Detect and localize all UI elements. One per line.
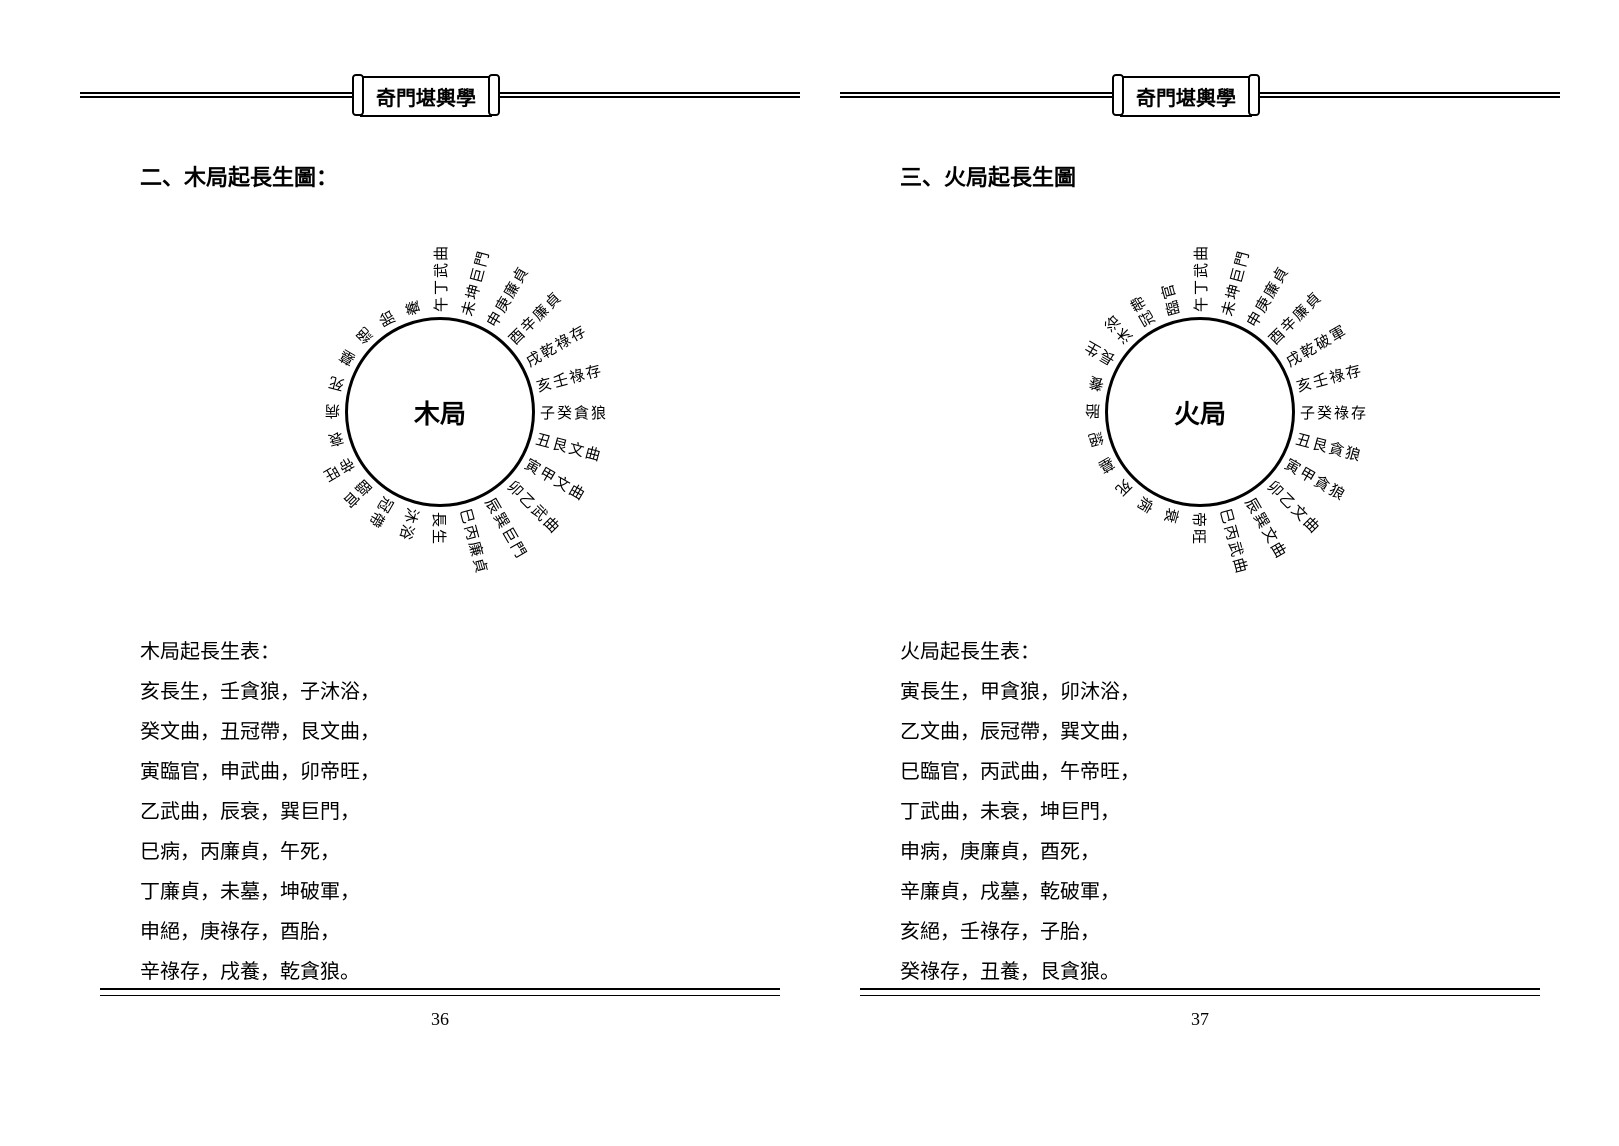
spoke-label: 養: [400, 296, 425, 318]
table-row: 亥長生，壬貪狼，子沐浴，: [140, 672, 800, 712]
table-row: 丁廉貞，未墓，坤破軍，: [140, 872, 800, 912]
table-title: 火局起長生表：: [900, 632, 1560, 672]
footer-rule-thin: [860, 995, 1540, 996]
spoke: 胎: [1000, 411, 1200, 412]
spoke-label: 臨官: [1156, 280, 1185, 318]
wood-cycle-diagram: 木局 午丁武曲未坤巨門申庚廉貞酉辛廉貞戌乾祿存亥壬祿存子癸貪狼丑艮文曲寅甲文曲卯…: [240, 212, 640, 612]
table-row: 亥絕，壬祿存，子胎，: [900, 912, 1560, 952]
page-number: 37: [840, 1009, 1560, 1030]
table-row: 申病，庚廉貞，酉死，: [900, 832, 1560, 872]
spoke: 子癸祿存: [1200, 412, 1400, 413]
header-ornament: 奇門堪輿學: [840, 70, 1560, 120]
spoke-label: 死: [1109, 475, 1136, 502]
spoke-label: 午丁武曲: [1190, 244, 1211, 312]
table-row: 乙武曲，辰衰，巽巨門，: [140, 792, 800, 832]
table-row: 申絕，庚祿存，酉胎，: [140, 912, 800, 952]
spoke-label: 午丁武曲: [430, 244, 451, 312]
spoke: 午丁武曲: [440, 212, 441, 412]
spoke: 長生: [439, 412, 440, 612]
section-title-left: 二、木局起長生圖：: [140, 160, 800, 192]
table-row: 丁武曲，未衰，坤巨門，: [900, 792, 1560, 832]
table-row: 辛祿存，戌養，乾貪狼。: [140, 952, 800, 992]
book-title-scroll: 奇門堪輿學: [1120, 76, 1252, 117]
spoke: 帝旺: [1199, 412, 1200, 612]
table-row: 癸祿存，丑養，艮貪狼。: [900, 952, 1560, 992]
spoke-label: 長生: [429, 512, 450, 546]
spoke: 子癸貪狼: [440, 412, 640, 413]
spoke-label: 衰: [1159, 506, 1184, 528]
table-body: 亥長生，壬貪狼，子沐浴，癸文曲，丑冠帶，艮文曲，寅臨官，申武曲，卯帝旺，乙武曲，…: [140, 672, 800, 992]
page-number: 36: [80, 1009, 800, 1030]
header-ornament: 奇門堪輿學: [80, 70, 800, 120]
spoke-label: 絕: [1084, 427, 1106, 452]
spoke-label: 養: [1084, 371, 1106, 396]
table-row: 寅臨官，申武曲，卯帝旺，: [140, 752, 800, 792]
table-body: 寅長生，甲貪狼，卯沐浴，乙文曲，辰冠帶，巽文曲，巳臨官，丙武曲，午帝旺，丁武曲，…: [900, 672, 1560, 992]
spoke-label: 冠帶: [363, 493, 398, 533]
spoke-label: 死: [324, 371, 346, 396]
spoke-label: 病: [323, 401, 340, 422]
wood-cycle-table: 木局起長生表： 亥長生，壬貪狼，子沐浴，癸文曲，丑冠帶，艮文曲，寅臨官，申武曲，…: [140, 632, 800, 992]
spoke-label: 帝旺: [1189, 512, 1210, 546]
spoke-label: 胎: [1083, 401, 1100, 422]
spoke-label: 沐浴: [395, 506, 424, 544]
footer-rule: [100, 988, 780, 990]
spoke-label: 長生: [1079, 335, 1119, 370]
book-title-scroll: 奇門堪輿學: [360, 76, 492, 117]
footer-rule: [860, 988, 1540, 990]
spoke: 病: [240, 411, 440, 412]
spoke-label: 冠帶: [1124, 290, 1159, 330]
table-row: 寅長生，甲貪狼，卯沐浴，: [900, 672, 1560, 712]
spoke-label: 亥壬祿存: [534, 359, 605, 397]
spoke-label: 沐浴: [1098, 309, 1137, 348]
fire-cycle-table: 火局起長生表： 寅長生，甲貪狼，卯沐浴，乙文曲，辰冠帶，巽文曲，巳臨官，丙武曲，…: [900, 632, 1560, 992]
spoke-label: 亥壬祿存: [1294, 359, 1365, 397]
spoke-label: 子癸貪狼: [540, 402, 608, 423]
table-row: 辛廉貞，戌墓，乾破軍，: [900, 872, 1560, 912]
fire-cycle-diagram: 火局 午丁武曲未坤巨門申庚廉貞酉辛廉貞戌乾破軍亥壬祿存子癸祿存丑艮貪狼寅甲貪狼卯…: [1000, 212, 1400, 612]
table-row: 巳病，丙廉貞，午死，: [140, 832, 800, 872]
spoke: 午丁武曲: [1200, 212, 1201, 412]
spoke-label: 子癸祿存: [1300, 402, 1368, 423]
spoke-label: 絕: [350, 321, 377, 348]
spoke-label: 衰: [324, 427, 346, 452]
page-right: 奇門堪輿學 三、火局起長生圖 火局 午丁武曲未坤巨門申庚廉貞酉辛廉貞戌乾破軍亥壬…: [840, 50, 1560, 1050]
spoke-label: 病: [1132, 493, 1159, 518]
section-title-right: 三、火局起長生圖: [900, 160, 1560, 192]
table-title: 木局起長生表：: [140, 632, 800, 672]
table-row: 乙文曲，辰冠帶，巽文曲，: [900, 712, 1560, 752]
table-row: 癸文曲，丑冠帶，艮文曲，: [140, 712, 800, 752]
footer-rule-thin: [100, 995, 780, 996]
page-left: 奇門堪輿學 二、木局起長生圖： 木局 午丁武曲未坤巨門申庚廉貞酉辛廉貞戌乾祿存亥…: [80, 50, 800, 1050]
spoke-label: 墓: [1093, 452, 1118, 479]
table-row: 巳臨官，丙武曲，午帝旺，: [900, 752, 1560, 792]
